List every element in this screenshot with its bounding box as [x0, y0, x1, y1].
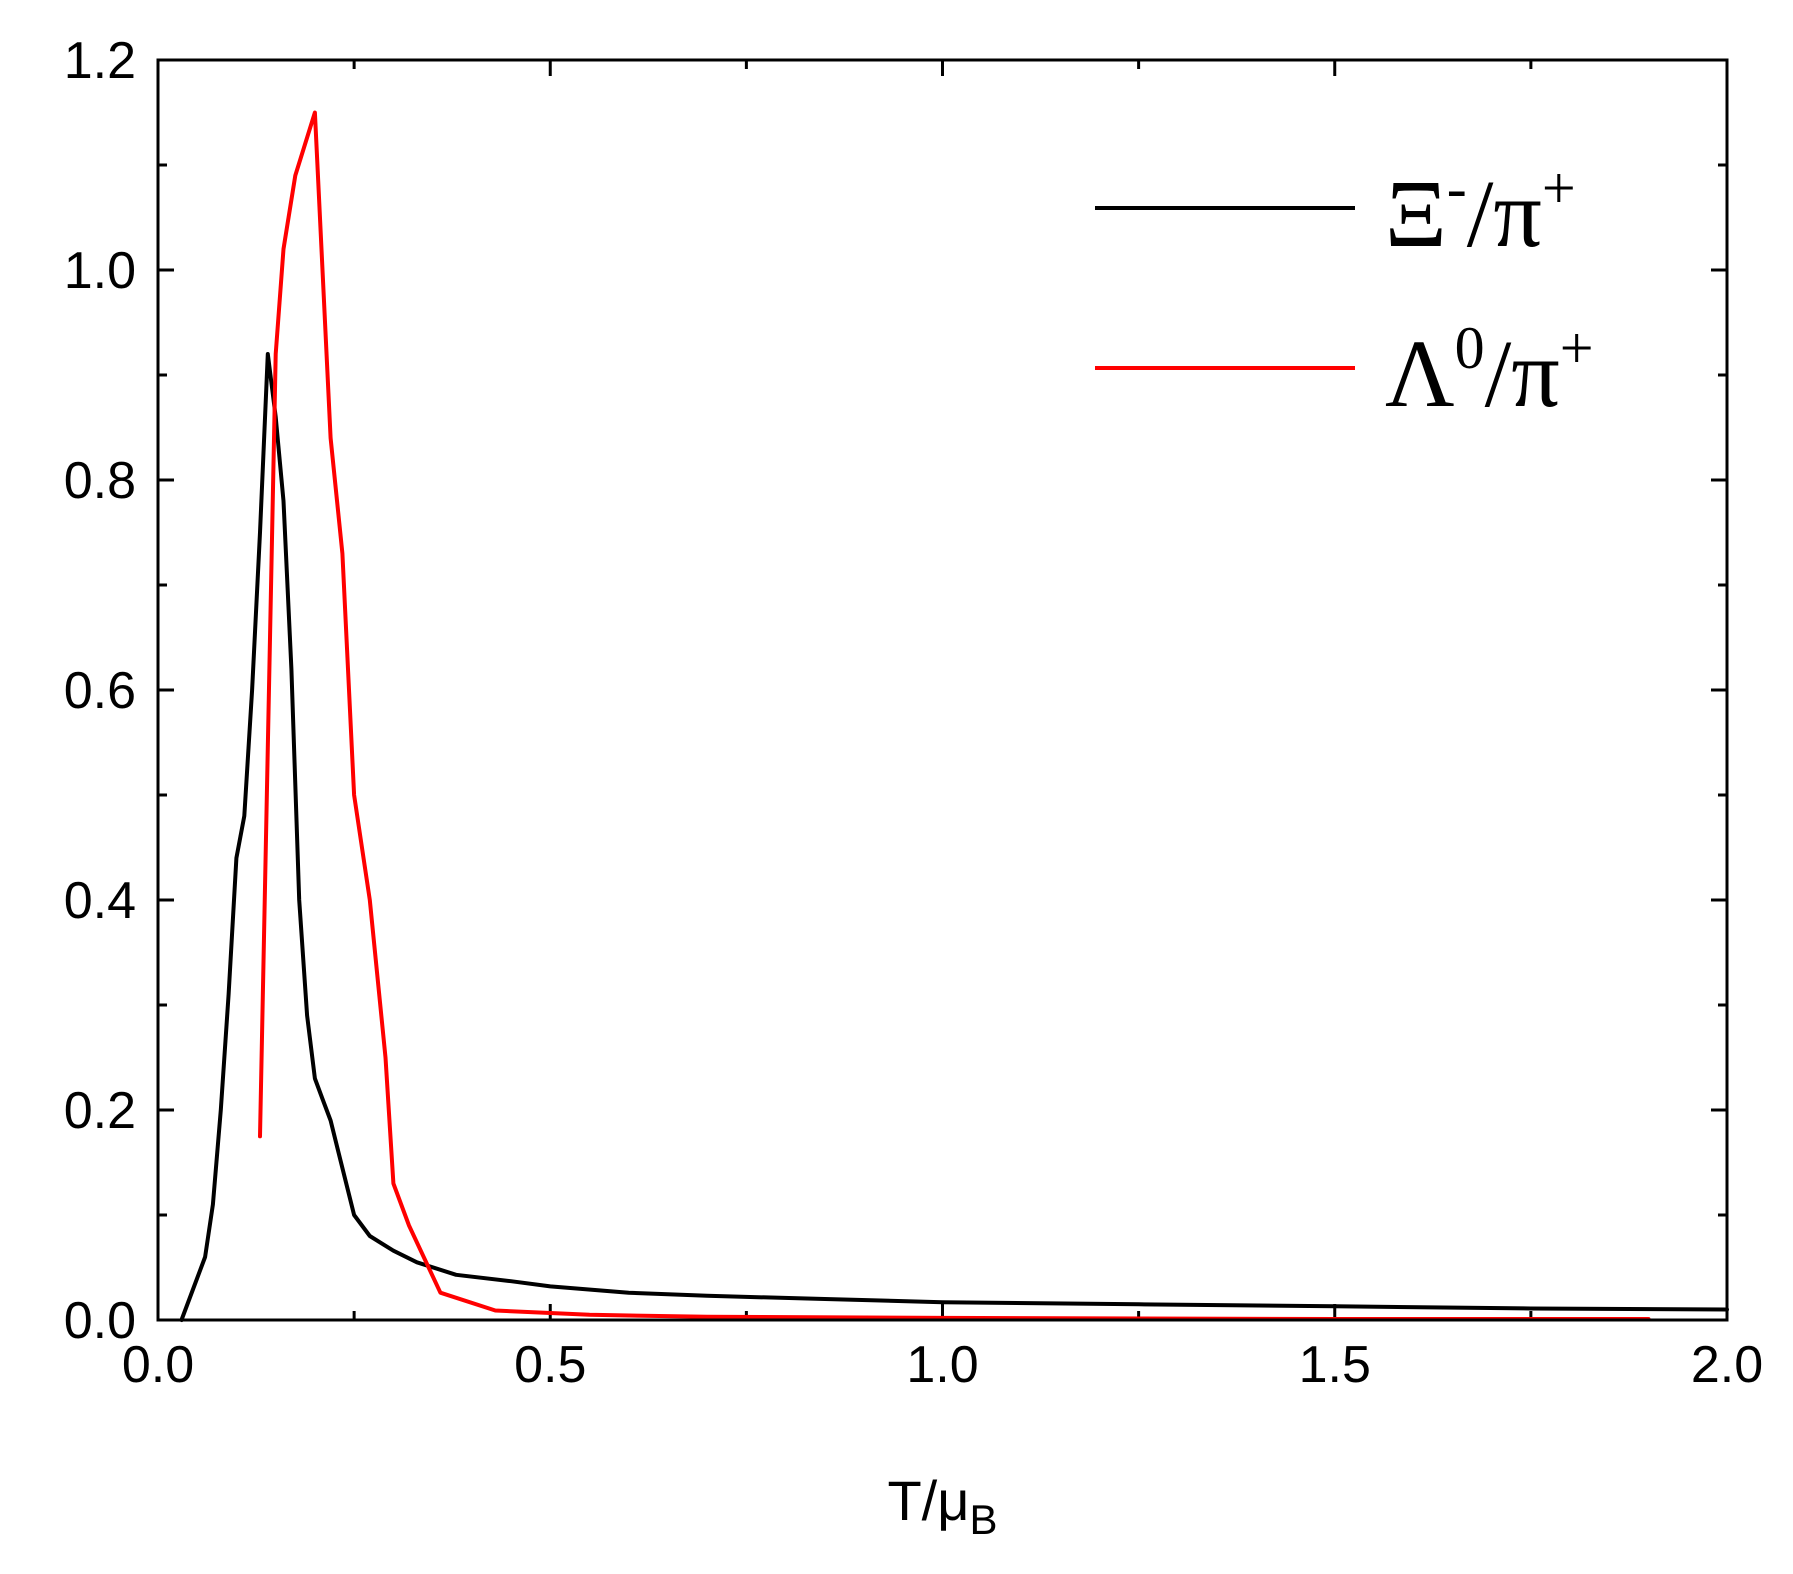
- legend-label-xi: Ξ-/π+: [1385, 155, 1576, 267]
- x-tick-label: 2.0: [1691, 1336, 1763, 1394]
- x-axis-title: T/μB: [887, 1469, 997, 1543]
- y-tick-label: 0.6: [64, 662, 136, 720]
- y-tick-label: 1.2: [64, 32, 136, 90]
- legend: Ξ-/π+ Λ0/π+: [1095, 155, 1594, 427]
- x-tick-label: 1.5: [1299, 1336, 1371, 1394]
- y-tick-label: 1.0: [64, 242, 136, 300]
- y-tick-label: 0.8: [64, 452, 136, 510]
- y-tick-labels: 0.0 0.2 0.4 0.6 0.8 1.0 1.2: [64, 32, 136, 1350]
- y-tick-label: 0.4: [64, 872, 136, 930]
- series-line-xi: [179, 352, 1729, 1322]
- x-tick-label: 1.0: [906, 1336, 978, 1394]
- plot-frame: [156, 58, 1729, 1322]
- series-lines: [179, 110, 1729, 1322]
- legend-label-lambda: Λ0/π+: [1385, 315, 1594, 427]
- x-tick-label: 0.0: [122, 1336, 194, 1394]
- x-tick-labels: 0.0 0.5 1.0 1.5 2.0: [122, 1336, 1763, 1394]
- y-tick-label: 0.2: [64, 1082, 136, 1140]
- y-tick-label: 0.0: [64, 1292, 136, 1350]
- x-tick-label: 0.5: [514, 1336, 586, 1394]
- series-line-lambda: [258, 110, 1651, 1321]
